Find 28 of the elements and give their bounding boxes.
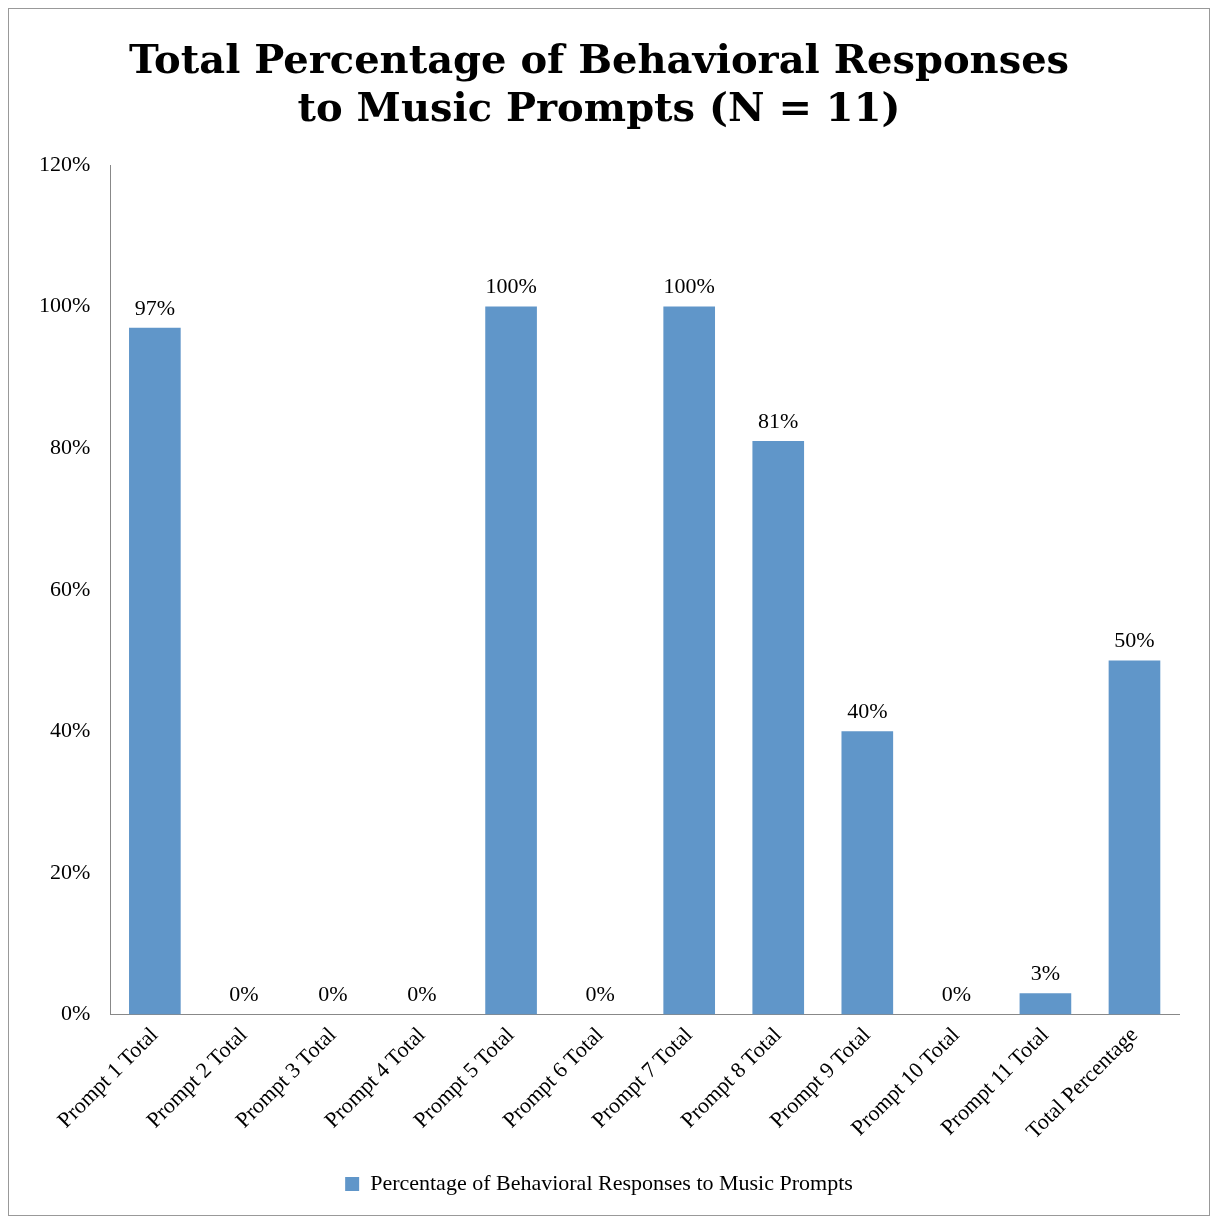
bar	[1019, 993, 1072, 1015]
data-label: 50%	[1114, 627, 1155, 653]
y-tick-label: 100%	[39, 292, 91, 318]
data-label: 100%	[485, 273, 537, 299]
data-label: 0%	[229, 981, 259, 1007]
y-tick-label: 20%	[50, 858, 91, 884]
data-label: 0%	[407, 981, 437, 1007]
bar	[485, 306, 537, 1015]
y-tick-label: 0%	[61, 1000, 91, 1026]
y-tick-label: 80%	[50, 433, 91, 459]
data-label: 0%	[941, 981, 972, 1007]
data-label: 100%	[663, 273, 715, 299]
data-label: 81%	[758, 407, 799, 433]
legend-label: Percentage of Behavioral Responses to Music Prompts	[370, 1169, 853, 1195]
chart-title: Total Percentage of Behavioral Responses to Music Prompts (N = 11)	[128, 35, 1070, 131]
y-tick-label: 40%	[50, 717, 91, 743]
bar	[1108, 660, 1161, 1015]
data-label: 0%	[318, 981, 348, 1007]
y-tick-label: 60%	[50, 575, 91, 601]
data-label: 3%	[1030, 960, 1061, 986]
bar	[129, 327, 181, 1015]
bar	[752, 441, 805, 1015]
bar	[663, 306, 716, 1015]
data-label: 40%	[847, 698, 888, 724]
bar	[841, 731, 894, 1015]
data-label: 0%	[585, 981, 615, 1007]
y-tick-label: 120%	[39, 150, 91, 176]
data-label: 97%	[134, 294, 176, 320]
